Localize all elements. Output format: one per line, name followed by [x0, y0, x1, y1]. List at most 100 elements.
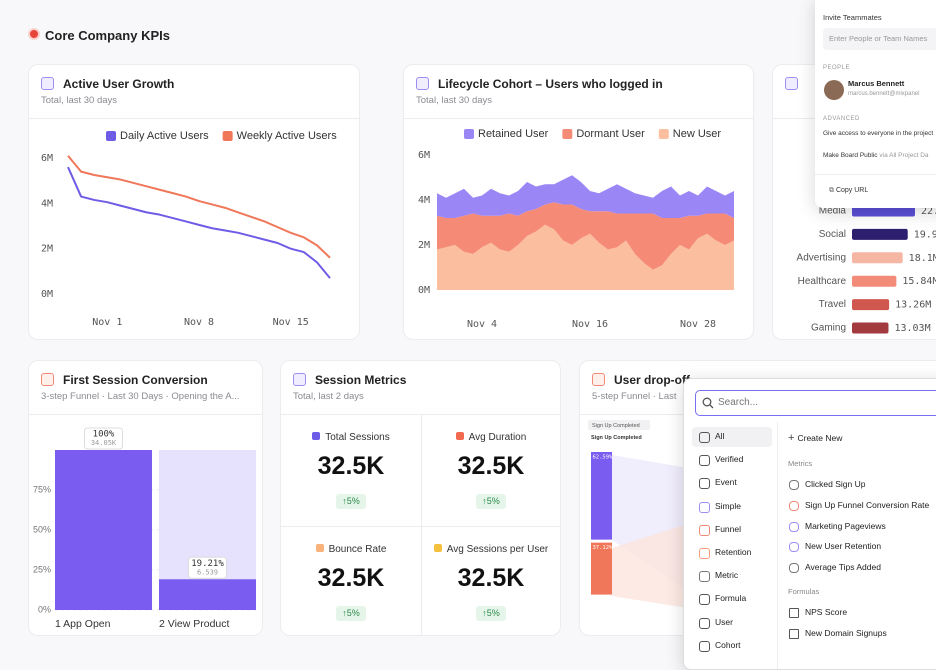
card-icon [785, 77, 798, 90]
filter-item[interactable]: Funnel [715, 523, 741, 534]
search-icon [702, 397, 714, 409]
search-item[interactable]: Sign Up Funnel Conversion Rate [805, 499, 930, 510]
filter-item[interactable]: Verified [715, 454, 744, 465]
divider [815, 174, 936, 175]
divider [29, 118, 359, 119]
card[interactable]: Lifecycle Cohort – Users who logged in T… [403, 64, 754, 340]
metric-change: ↑5% [476, 606, 506, 621]
public-toggle[interactable]: Make Board Public via All Project Da [823, 152, 929, 159]
card-subtitle: Total, last 30 days [41, 95, 118, 106]
metric-name: Bounce Rate [328, 544, 387, 555]
filter-icon [699, 640, 710, 652]
metric-name: Avg Sessions per User [446, 544, 549, 555]
divider [281, 526, 560, 527]
filter-icon [699, 571, 710, 583]
metric-name-row: Total Sessions [281, 432, 421, 443]
search-item[interactable]: New User Retention [805, 541, 882, 552]
search-item[interactable]: Average Tips Added [805, 562, 881, 573]
item-icon [789, 563, 799, 574]
filter-item[interactable]: Event [715, 477, 737, 488]
section-heading: Metrics [788, 459, 813, 468]
item-icon [789, 542, 799, 553]
link-icon: ⧉ [829, 187, 836, 194]
filter-item[interactable]: Metric [715, 570, 739, 581]
item-icon [789, 521, 799, 532]
metric-name-row: Avg Sessions per User [421, 544, 560, 555]
metric-swatch [455, 432, 464, 440]
item-icon [789, 628, 799, 639]
search-item[interactable]: Marketing Pageviews [805, 520, 886, 531]
metric-name: Avg Duration [468, 432, 527, 443]
search-item[interactable]: New Domain Signups [805, 627, 887, 638]
public-text: Make Board Public [823, 152, 878, 159]
avatar [824, 80, 844, 100]
person-email: marcus.bennett@mixpanel [848, 91, 920, 97]
filter-icon [699, 432, 710, 443]
divider [404, 118, 753, 119]
popup-title: Invite Teammates [823, 13, 882, 22]
card-icon [41, 373, 54, 386]
search-input[interactable]: Search... [695, 390, 936, 416]
card-subtitle: Total, last 2 days [293, 391, 364, 402]
search-item[interactable]: NPS Score [805, 607, 848, 617]
item-icon [789, 500, 799, 511]
card-subtitle: 3-step Funnel · Last 30 Days · Opening t… [41, 391, 240, 402]
card-icon [293, 373, 306, 386]
filter-item[interactable]: Formula [715, 593, 747, 604]
divider [281, 414, 560, 415]
metric-value: 32.5K [457, 564, 525, 592]
metric-swatch [433, 544, 442, 552]
card[interactable]: First Session Conversion 3-step Funnel ·… [28, 360, 263, 636]
filter-item[interactable]: Retention [715, 547, 752, 557]
section-heading: ADVANCED [823, 116, 860, 122]
card-subtitle: 5-step Funnel · Last [592, 391, 677, 402]
invite-popup: Invite Teammates Enter People or Team Na… [815, 0, 936, 208]
create-text: Create New [797, 433, 843, 443]
filter-icon [699, 478, 710, 490]
metric-change: ↑5% [336, 606, 366, 621]
card-subtitle: Total, last 30 days [416, 95, 493, 106]
search-item[interactable]: Clicked Sign Up [805, 479, 866, 489]
divider [777, 422, 778, 669]
card[interactable]: Active User Growth Total, last 30 days [28, 64, 360, 340]
card-title: Session Metrics [315, 373, 407, 387]
card-icon [41, 77, 54, 90]
filter-item[interactable]: Simple [715, 500, 741, 511]
filter-item[interactable]: User [715, 616, 733, 627]
metric-name-row: Avg Duration [421, 432, 560, 443]
filter-icon [699, 594, 710, 606]
invite-input[interactable]: Enter People or Team Names [823, 28, 936, 50]
card-icon [592, 373, 605, 386]
copy-url[interactable]: ⧉ Copy URL [829, 187, 868, 195]
card-title: First Session Conversion [63, 373, 208, 387]
dashboard: Core Company KPIs Active User Growth Tot… [28, 0, 936, 670]
input-placeholder: Enter People or Team Names [829, 34, 928, 43]
public-hint: via All Project Da [879, 152, 929, 159]
access-text: Give access to everyone in the project [823, 130, 934, 137]
divider [421, 414, 422, 635]
section-heading: Formulas [788, 587, 820, 596]
search-placeholder: Search... [718, 397, 759, 408]
filter-highlight [692, 427, 772, 447]
title-icon [28, 28, 40, 40]
copy-text: Copy URL [835, 187, 869, 194]
filter-icon [699, 617, 710, 629]
card-title: User drop-off [614, 373, 690, 387]
plus-icon: + [788, 432, 798, 444]
metric-swatch [315, 544, 324, 552]
filter-icon [699, 501, 710, 513]
metric-name: Total Sessions [325, 432, 390, 443]
metric-change: ↑5% [476, 494, 506, 509]
search-popup: Search... + Create New All Verified Event S… [683, 378, 936, 670]
metric-value: 32.5K [317, 452, 385, 480]
card-icon [416, 77, 429, 90]
person-name: Marcus Bennett [848, 79, 905, 88]
create-new[interactable]: + Create New [788, 432, 842, 444]
filter-item[interactable]: Cohort [715, 639, 741, 650]
item-icon [789, 608, 799, 618]
metric-value: 32.5K [317, 564, 385, 592]
filter-item[interactable]: All [715, 431, 725, 441]
filter-icon [699, 548, 710, 559]
card[interactable]: Session Metrics Total, last 2 days Total… [280, 360, 561, 636]
card-title: Active User Growth [63, 77, 175, 91]
